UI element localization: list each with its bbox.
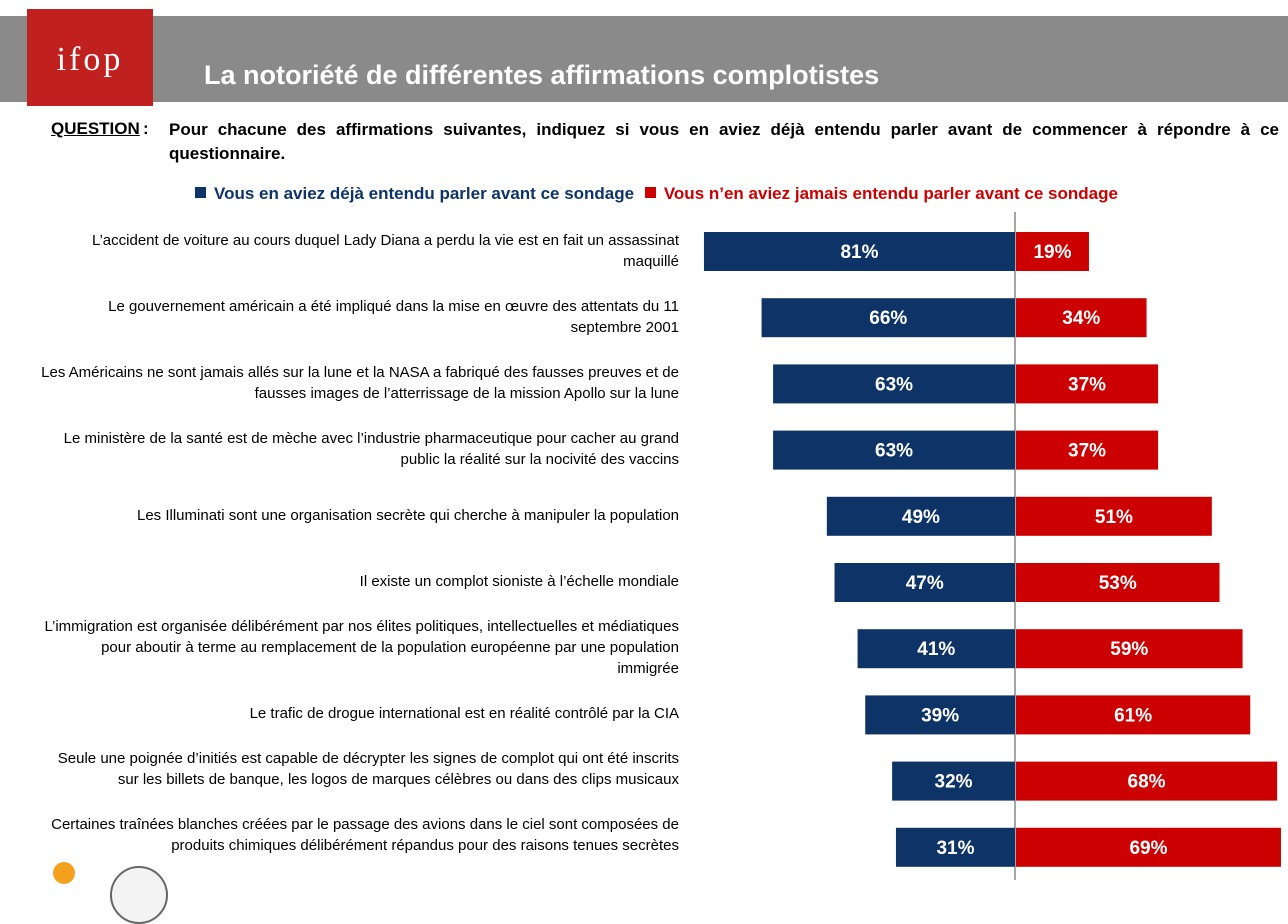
bar-never: [1016, 430, 1159, 470]
bar-never: [1016, 827, 1281, 867]
value-label-never: 68%: [1128, 772, 1166, 793]
legend-never-label: Vous n’en aviez jamais entendu parler av…: [663, 184, 1118, 203]
value-label-never: 51%: [1095, 507, 1133, 528]
row-label: Le trafic de drogue international est en…: [249, 705, 679, 722]
legend-heard-label: Vous en aviez déjà entendu parler avant …: [214, 184, 635, 203]
bar-heard: [826, 496, 1015, 536]
value-label-never: 59%: [1110, 639, 1148, 660]
bar-heard: [703, 232, 1015, 271]
row-label: Les Américains ne sont jamais allés sur …: [41, 364, 679, 402]
page-title: La notoriété de différentes affirmations…: [204, 60, 880, 90]
value-label-heard: 49%: [902, 507, 940, 528]
question-colon: :: [143, 119, 149, 138]
row-label: L’accident de voiture au cours duquel La…: [91, 232, 679, 270]
row-label: Le ministère de la santé est de mèche av…: [63, 430, 679, 468]
value-label-heard: 32%: [935, 772, 973, 793]
bar-never: [1016, 563, 1220, 602]
bar-never: [1016, 364, 1159, 404]
value-label-heard: 47%: [906, 573, 944, 594]
row-label: Certaines traînées blanches créées par l…: [51, 816, 679, 854]
bar-never: [1016, 629, 1243, 669]
bar-heard: [761, 298, 1015, 338]
row-label: L’immigration est organisée délibérément…: [44, 618, 679, 677]
value-label-never: 61%: [1114, 705, 1152, 726]
question-label: QUESTION: [51, 119, 140, 138]
bar-never: [1016, 232, 1089, 271]
value-label-heard: 63%: [875, 441, 913, 462]
value-label-heard: 41%: [917, 639, 955, 660]
value-label-heard: 66%: [869, 308, 907, 329]
bar-heard: [773, 430, 1015, 470]
question-text: Pour chacune des affirmations suivantes,…: [169, 120, 1279, 163]
bar-never: [1016, 761, 1278, 801]
value-label-heard: 39%: [921, 705, 959, 726]
ifop-logo: ifop: [27, 9, 153, 106]
value-label-never: 69%: [1129, 838, 1167, 859]
bar-never: [1016, 695, 1251, 735]
chart-plot: 81% 19% 66% 34% 63% 37% 63% 37% 49% 51% 47% 53% 41% 5…: [703, 212, 1281, 880]
bar-heard: [892, 761, 1015, 801]
row-label: Les Illuminati sont une organisation sec…: [137, 507, 679, 524]
row-label: Il existe un complot sioniste à l’échell…: [359, 573, 679, 590]
value-label-never: 37%: [1068, 441, 1106, 462]
value-label-heard: 63%: [875, 374, 913, 395]
value-label-never: 34%: [1062, 308, 1100, 329]
bar-heard: [834, 563, 1015, 602]
value-label-never: 19%: [1033, 242, 1071, 263]
chart-legend: Vous en aviez déjà entendu parler avant …: [195, 183, 1118, 205]
value-label-never: 53%: [1099, 573, 1137, 594]
bar-heard: [865, 695, 1015, 735]
logo-text: ifop: [56, 41, 124, 78]
bar-heard: [857, 629, 1015, 669]
bar-never: [1016, 298, 1147, 338]
bar-heard: [773, 364, 1015, 404]
value-label-heard: 31%: [936, 838, 974, 859]
decorative-clock-icon: [110, 866, 168, 924]
legend-never-swatch: [644, 187, 656, 198]
row-label: Seule une poignée d’initiés est capable …: [57, 750, 679, 788]
decorative-figure-icon: [53, 862, 75, 884]
bar-never: [1016, 496, 1212, 536]
legend-heard-swatch: [195, 187, 206, 198]
row-label: Le gouvernement américain a été impliqué…: [108, 298, 679, 336]
bar-heard: [895, 827, 1015, 867]
header-bar: La notoriété de différentes affirmations…: [0, 16, 1288, 102]
value-label-never: 37%: [1068, 374, 1106, 395]
value-label-heard: 81%: [840, 242, 878, 263]
